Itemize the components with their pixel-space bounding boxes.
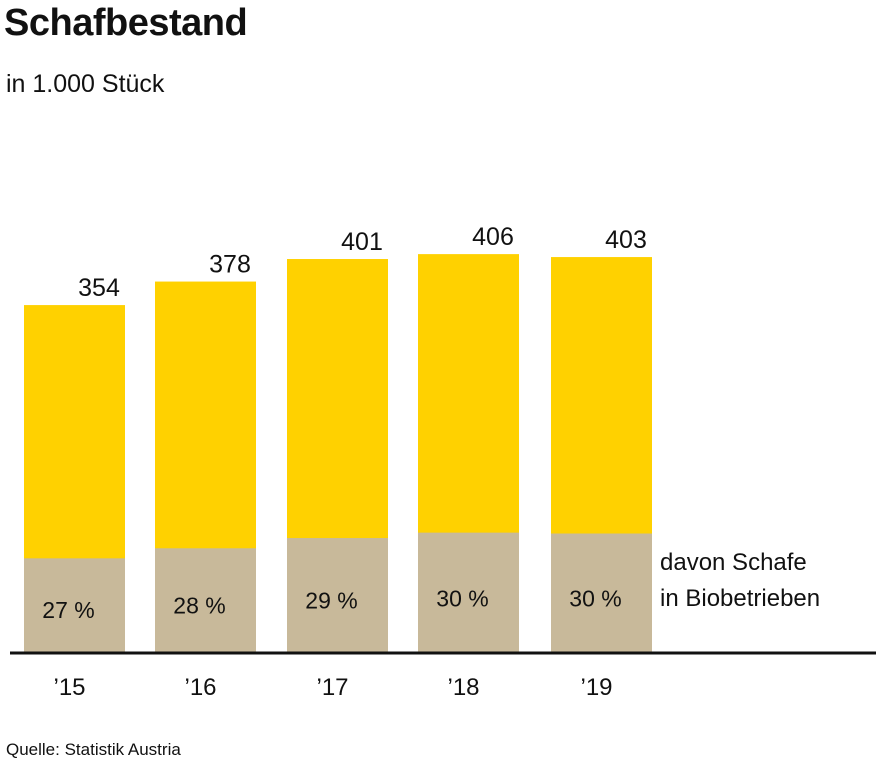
value-label-0: 354 [78, 274, 120, 302]
source-note: Quelle: Statistik Austria [6, 740, 181, 759]
bar-bio-2 [287, 538, 388, 652]
bio-share-label-4: 30 % [569, 586, 621, 612]
x-tick-label-1: ’16 [184, 674, 216, 701]
bio-share-label-3: 30 % [436, 585, 488, 611]
bar-bio-1 [155, 548, 256, 652]
x-tick-label-0: ’15 [53, 674, 85, 701]
bio-share-label-2: 29 % [305, 588, 357, 614]
legend-label-line-2: in Biobetrieben [660, 585, 820, 612]
value-label-4: 403 [605, 226, 647, 254]
bio-share-label-0: 27 % [42, 597, 94, 623]
chart-title: Schafbestand [4, 2, 248, 44]
value-label-1: 378 [209, 251, 251, 279]
value-label-2: 401 [341, 228, 383, 256]
chart-subtitle: in 1.000 Stück [6, 70, 165, 98]
bar-bio-4 [551, 533, 652, 652]
x-tick-label-4: ’19 [580, 674, 612, 701]
bar-bio-3 [418, 532, 519, 652]
x-tick-label-3: ’18 [447, 674, 479, 701]
bars-group: 354 27 % 378 28 % 401 29 % 406 30 % 403 30 % [24, 223, 652, 652]
bar-bio-0 [24, 558, 125, 652]
bio-share-label-1: 28 % [173, 592, 225, 618]
legend-label-line-1: davon Schafe [660, 549, 807, 576]
value-label-3: 406 [472, 223, 514, 251]
x-tick-label-2: ’17 [316, 674, 348, 701]
x-tick-labels: ’15 ’16 ’17 ’18 ’19 [53, 674, 612, 701]
